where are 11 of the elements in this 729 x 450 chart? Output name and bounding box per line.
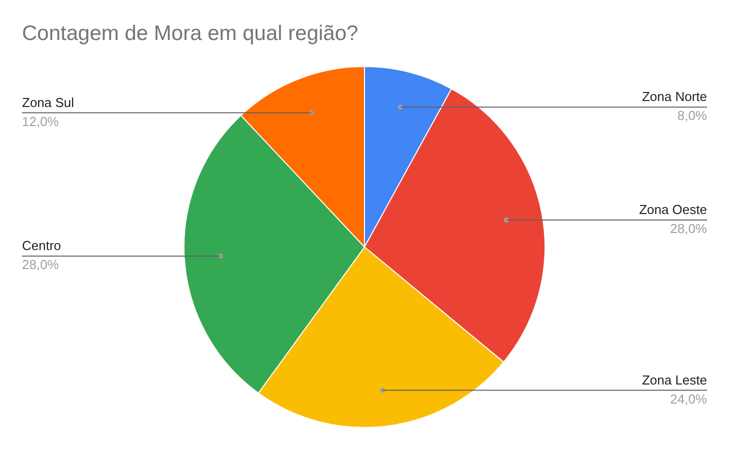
chart-title: Contagem de Mora em qual região? <box>22 22 358 46</box>
slice-label: Zona Leste <box>642 372 707 388</box>
data-label: 28,0% <box>22 257 60 272</box>
data-label: 8,0% <box>677 108 708 124</box>
data-label: 12,0% <box>22 114 60 129</box>
data-label: 24,0% <box>670 391 708 406</box>
slice-label: Zona Norte <box>642 89 707 104</box>
data-label: 28,0% <box>670 221 708 236</box>
slice-label: Zona Sul <box>22 94 74 110</box>
slice-label: Centro <box>22 238 62 254</box>
slice-label: Zona Oeste <box>639 202 707 218</box>
